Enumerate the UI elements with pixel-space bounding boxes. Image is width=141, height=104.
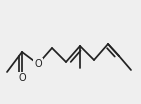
Text: O: O <box>34 59 42 69</box>
Text: O: O <box>18 73 26 83</box>
